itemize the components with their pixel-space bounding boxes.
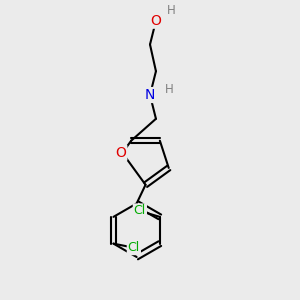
Text: O: O xyxy=(151,14,161,28)
Text: Cl: Cl xyxy=(128,241,140,254)
Text: H: H xyxy=(165,82,174,96)
Text: N: N xyxy=(145,88,155,102)
Text: H: H xyxy=(167,4,175,17)
Text: Cl: Cl xyxy=(134,204,146,218)
Text: O: O xyxy=(116,146,126,160)
